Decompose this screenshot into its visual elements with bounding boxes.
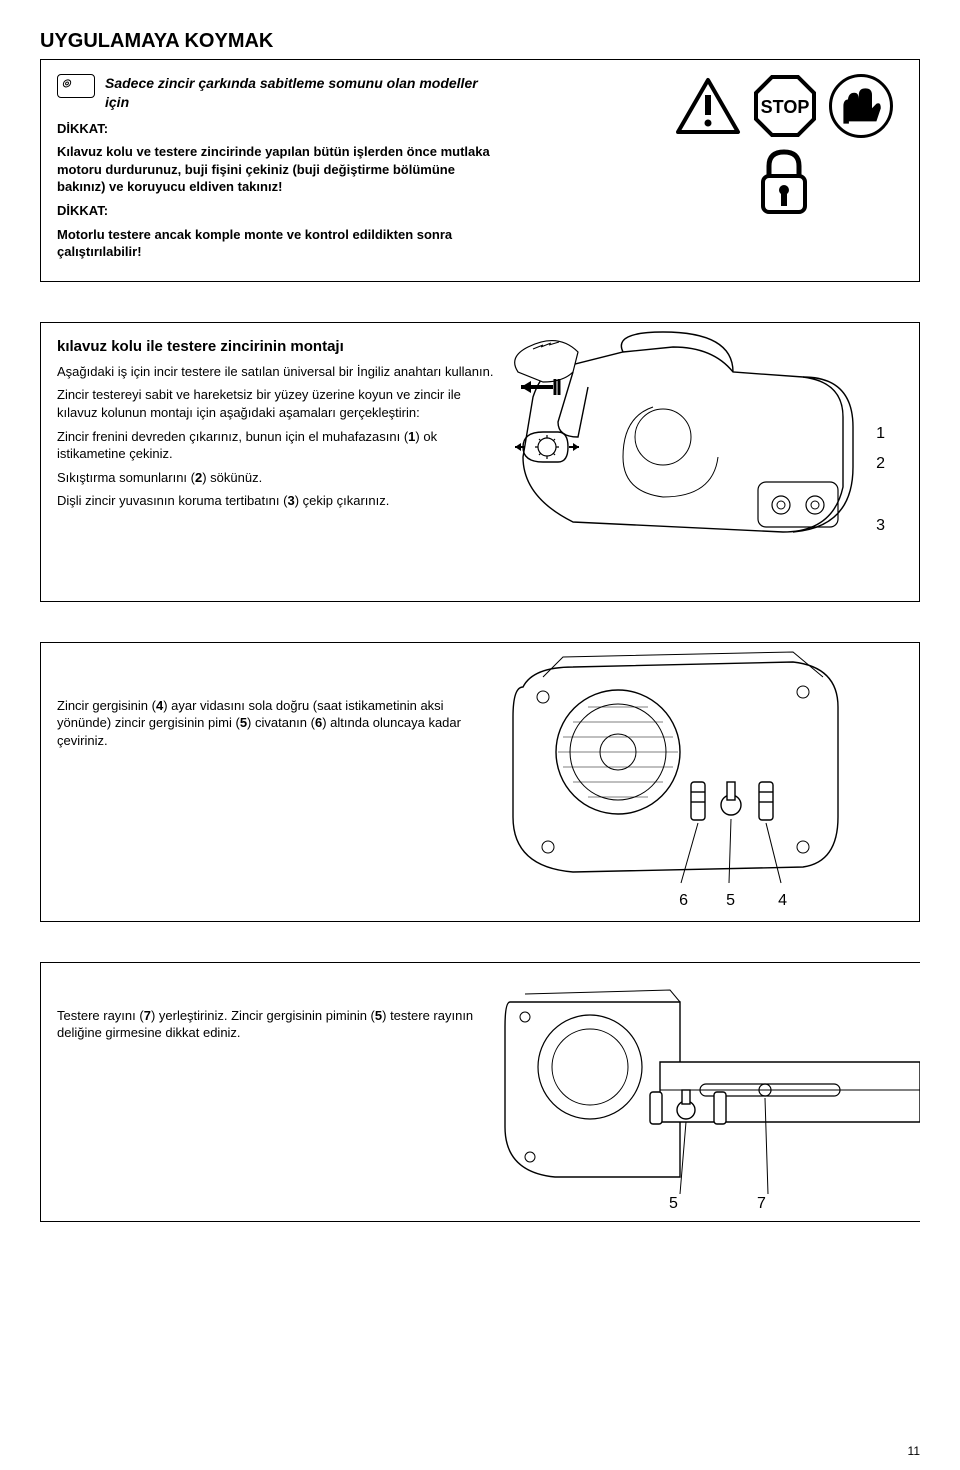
stop-sign-icon: STOP (753, 74, 817, 138)
safety-icons-row: STOP (675, 74, 893, 138)
model-subtitle-row: Sadece zincir çarkında sabitleme somunu … (57, 74, 497, 112)
gloves-icon (829, 74, 893, 138)
warning-text-1: Kılavuz kolu ve testere zincirinde yapıl… (57, 143, 497, 196)
mounting-p5: Dişli zincir yuvasının koruma tertibatın… (57, 492, 497, 510)
mounting-heading: kılavuz kolu ile testere zincirinin mont… (57, 337, 497, 357)
section3-text: Zincir gergisinin (4) ayar vidasını sola… (57, 657, 497, 907)
page-number: 11 (908, 1444, 920, 1458)
warning-text-2: Motorlu testere ancak komple monte ve ko… (57, 226, 497, 261)
section-mounting-box: kılavuz kolu ile testere zincirinin mont… (40, 322, 920, 602)
callout-5: 5 (726, 892, 735, 910)
safety-icons-group: STOP (675, 74, 893, 216)
page-title: UYGULAMAYA KOYMAK (40, 30, 920, 53)
chainsaw-illustration-area: 1 2 3 (497, 337, 903, 587)
callout-4: 4 (778, 892, 787, 910)
callout-6: 6 (679, 892, 688, 910)
mounting-p1: Aşağıdaki iş için incir testere ile satı… (57, 363, 497, 381)
lock-icon (755, 146, 813, 216)
callout-2: 2 (876, 455, 885, 473)
callout-7: 7 (757, 1195, 766, 1213)
chainsaw-illustration (503, 327, 863, 567)
stop-label: STOP (761, 97, 810, 117)
model-subtitle: Sadece zincir çarkında sabitleme somunu … (105, 74, 497, 112)
mounting-p4: Sıkıştırma somunlarını (2) sökünüz. (57, 469, 497, 487)
callout-1: 1 (876, 425, 885, 443)
dikkat-label-1: DİKKAT: (57, 120, 497, 138)
section-bar-box: Testere rayını (7) yerleştiriniz. Zincir… (40, 962, 920, 1222)
bar-illustration-area: 5 7 (497, 977, 920, 1207)
mounting-p2: Zincir testereyi sabit ve hareketsiz bir… (57, 386, 497, 421)
housing-icon (57, 74, 95, 98)
sprocket-illustration-area: 6 5 4 (497, 657, 903, 907)
section2-text: kılavuz kolu ile testere zincirinin mont… (57, 337, 497, 587)
safety-icons-area: STOP (497, 74, 903, 267)
bar-illustration (500, 972, 920, 1202)
section1-text: Sadece zincir çarkında sabitleme somunu … (57, 74, 497, 267)
mounting-p3: Zincir frenini devreden çıkarınız, bunun… (57, 428, 497, 463)
tension-p1: Zincir gergisinin (4) ayar vidasını sola… (57, 697, 497, 750)
dikkat-label-2: DİKKAT: (57, 202, 497, 220)
section4-text: Testere rayını (7) yerleştiriniz. Zincir… (57, 977, 497, 1207)
sprocket-illustration (503, 637, 843, 887)
section-tension-box: Zincir gergisinin (4) ayar vidasını sola… (40, 642, 920, 922)
bar-p1: Testere rayını (7) yerleştiriniz. Zincir… (57, 1007, 497, 1042)
warning-triangle-icon (675, 77, 741, 135)
callout-5b: 5 (669, 1195, 678, 1213)
section-warning-box: Sadece zincir çarkında sabitleme somunu … (40, 59, 920, 282)
callout-3: 3 (876, 517, 885, 535)
